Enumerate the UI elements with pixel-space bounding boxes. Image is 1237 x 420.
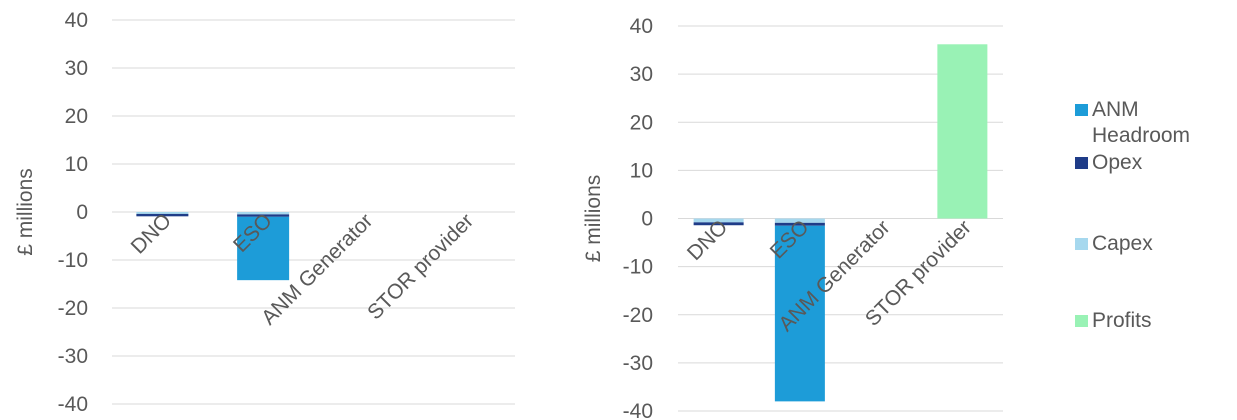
bar-capex-dno: [136, 212, 189, 214]
bar-opex-eso: [237, 214, 290, 217]
y-tick-label: 20: [630, 111, 653, 134]
y-tick-label: -30: [58, 345, 88, 368]
y-tick-label: 0: [76, 201, 88, 224]
legend-swatch-capex: [1075, 238, 1088, 250]
bar-capex-dno: [693, 218, 744, 223]
y-tick-label: 40: [65, 9, 88, 32]
bar-opex-dno: [136, 213, 189, 217]
y-tick-label: -20: [623, 304, 653, 327]
y-tick-label: -10: [58, 249, 88, 272]
chart-legend: ANM Headroom Opex Capex Profits: [1075, 97, 1237, 337]
legend-item-opex: Opex: [1075, 150, 1234, 176]
y-tick-label: 20: [65, 105, 88, 128]
y-tick-label: -40: [623, 400, 653, 420]
legend-swatch-anm-headroom: [1075, 104, 1088, 116]
y-tick-label: -20: [58, 297, 88, 320]
bar-anm-headroom-eso: [774, 225, 825, 402]
y-tick-label: 10: [65, 153, 88, 176]
y-tick-label: 40: [630, 15, 653, 38]
legend-item-capex: Capex: [1075, 231, 1234, 257]
y-axis-label: £ millions: [14, 168, 37, 256]
x-category-label: DNO: [127, 209, 176, 258]
legend-label-capex: Capex: [1092, 232, 1153, 255]
y-tick-label: 30: [65, 57, 88, 80]
legend-swatch-opex: [1075, 157, 1088, 169]
bar-capex-eso: [237, 212, 290, 215]
y-tick-label: 10: [630, 159, 653, 182]
y-tick-label: 0: [641, 208, 653, 231]
legend-swatch-profits: [1075, 315, 1088, 327]
y-tick-label: -10: [623, 256, 653, 279]
y-tick-label: -40: [58, 393, 88, 416]
bar-opex-eso: [774, 222, 825, 226]
bar-capex-eso: [774, 218, 825, 223]
y-axis-label: £ millions: [582, 175, 605, 263]
legend-label-opex: Opex: [1092, 151, 1143, 174]
legend-item-anm-headroom: ANM Headroom: [1075, 97, 1234, 149]
legend-label-anm-headroom: ANM Headroom: [1092, 98, 1191, 147]
bar-opex-dno: [693, 222, 744, 226]
y-tick-label: 30: [630, 63, 653, 86]
bar-anm-headroom-eso: [237, 216, 290, 281]
y-tick-label: -30: [623, 352, 653, 375]
legend-item-profits: Profits: [1075, 308, 1234, 334]
x-category-label: STOR provider: [363, 209, 478, 324]
legend-label-profits: Profits: [1092, 309, 1152, 332]
bar-profits-stor-provider: [937, 44, 988, 219]
